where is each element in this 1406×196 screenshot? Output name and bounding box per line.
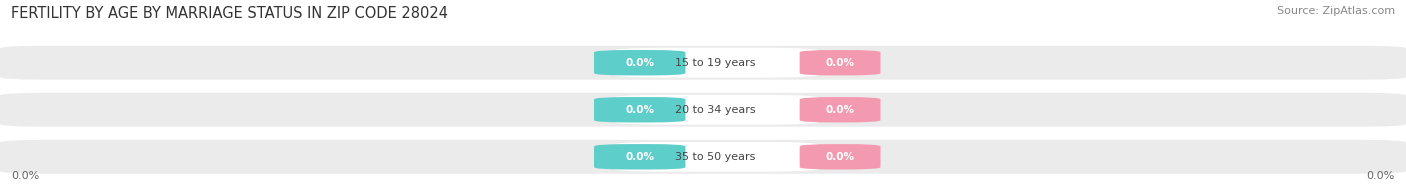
FancyBboxPatch shape xyxy=(0,140,1406,174)
FancyBboxPatch shape xyxy=(800,144,880,170)
Text: 0.0%: 0.0% xyxy=(626,152,654,162)
FancyBboxPatch shape xyxy=(593,97,686,122)
FancyBboxPatch shape xyxy=(0,46,1406,80)
Text: 0.0%: 0.0% xyxy=(626,105,654,115)
FancyBboxPatch shape xyxy=(610,95,821,125)
Text: 0.0%: 0.0% xyxy=(11,171,39,181)
FancyBboxPatch shape xyxy=(610,142,821,172)
FancyBboxPatch shape xyxy=(593,50,686,75)
FancyBboxPatch shape xyxy=(593,144,686,170)
Text: 35 to 50 years: 35 to 50 years xyxy=(675,152,756,162)
Text: 0.0%: 0.0% xyxy=(1367,171,1395,181)
FancyBboxPatch shape xyxy=(0,93,1406,127)
Text: 0.0%: 0.0% xyxy=(825,105,855,115)
Text: Source: ZipAtlas.com: Source: ZipAtlas.com xyxy=(1277,6,1395,16)
Text: FERTILITY BY AGE BY MARRIAGE STATUS IN ZIP CODE 28024: FERTILITY BY AGE BY MARRIAGE STATUS IN Z… xyxy=(11,6,449,21)
Text: 0.0%: 0.0% xyxy=(825,152,855,162)
Text: 20 to 34 years: 20 to 34 years xyxy=(675,105,756,115)
Text: 0.0%: 0.0% xyxy=(626,58,654,68)
FancyBboxPatch shape xyxy=(800,50,880,75)
Text: 15 to 19 years: 15 to 19 years xyxy=(675,58,756,68)
FancyBboxPatch shape xyxy=(610,48,821,78)
FancyBboxPatch shape xyxy=(800,97,880,122)
Text: 0.0%: 0.0% xyxy=(825,58,855,68)
